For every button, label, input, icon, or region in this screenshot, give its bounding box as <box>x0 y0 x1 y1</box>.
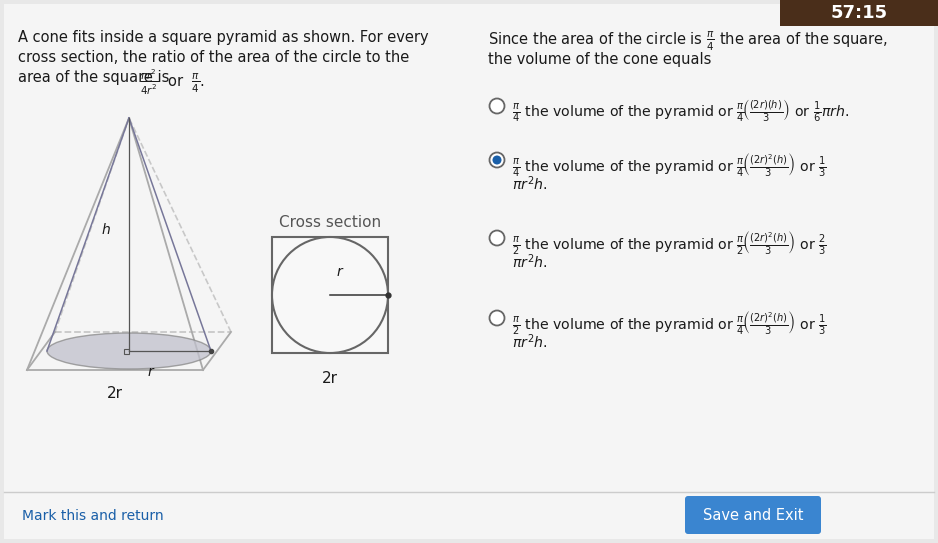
Text: Cross section: Cross section <box>279 215 381 230</box>
Text: 57:15: 57:15 <box>830 4 887 22</box>
Text: 2r: 2r <box>107 386 123 401</box>
Text: $\frac{\pi}{2}$ the volume of the pyramid or $\frac{\pi}{4}\!\left(\frac{(2r)^2(: $\frac{\pi}{2}$ the volume of the pyrami… <box>512 310 826 337</box>
FancyBboxPatch shape <box>685 496 821 534</box>
FancyBboxPatch shape <box>780 0 938 26</box>
Text: area of the square is: area of the square is <box>18 70 174 85</box>
Text: the volume of the cone equals: the volume of the cone equals <box>488 52 711 67</box>
Text: cross section, the ratio of the area of the circle to the: cross section, the ratio of the area of … <box>18 50 409 65</box>
Text: $\pi r^2h$.: $\pi r^2h$. <box>512 252 548 270</box>
Text: $\frac{\pi r^2}{4r^2}$  or  $\frac{\pi}{4}$.: $\frac{\pi r^2}{4r^2}$ or $\frac{\pi}{4}… <box>140 68 205 97</box>
Circle shape <box>490 230 505 245</box>
Text: $\frac{\pi}{4}$ the volume of the pyramid or $\frac{\pi}{4}\!\left(\frac{(2r)^2(: $\frac{\pi}{4}$ the volume of the pyrami… <box>512 152 826 179</box>
Circle shape <box>492 155 502 165</box>
Ellipse shape <box>47 333 211 369</box>
Text: $\frac{\pi}{2}$ the volume of the pyramid or $\frac{\pi}{2}\!\left(\frac{(2r)^2(: $\frac{\pi}{2}$ the volume of the pyrami… <box>512 230 826 257</box>
Text: $\pi r^2h$.: $\pi r^2h$. <box>512 174 548 193</box>
Text: $r$: $r$ <box>147 365 156 379</box>
Circle shape <box>490 98 505 113</box>
Text: A cone fits inside a square pyramid as shown. For every: A cone fits inside a square pyramid as s… <box>18 30 429 45</box>
Text: $r$: $r$ <box>336 265 344 279</box>
Text: Since the area of the circle is $\frac{\pi}{4}$ the area of the square,: Since the area of the circle is $\frac{\… <box>488 30 888 53</box>
FancyBboxPatch shape <box>4 4 934 539</box>
Text: Save and Exit: Save and Exit <box>703 508 803 522</box>
Text: 2r: 2r <box>322 371 338 386</box>
Text: Mark this and return: Mark this and return <box>22 509 163 523</box>
Circle shape <box>490 311 505 325</box>
Circle shape <box>490 153 505 167</box>
Text: $h$: $h$ <box>101 222 111 237</box>
Bar <box>124 349 129 353</box>
Text: $\pi r^2h$.: $\pi r^2h$. <box>512 332 548 351</box>
Bar <box>272 237 388 353</box>
Circle shape <box>272 237 388 353</box>
Text: $\frac{\pi}{4}$ the volume of the pyramid or $\frac{\pi}{4}\!\left(\frac{(2r)(h): $\frac{\pi}{4}$ the volume of the pyrami… <box>512 98 849 124</box>
